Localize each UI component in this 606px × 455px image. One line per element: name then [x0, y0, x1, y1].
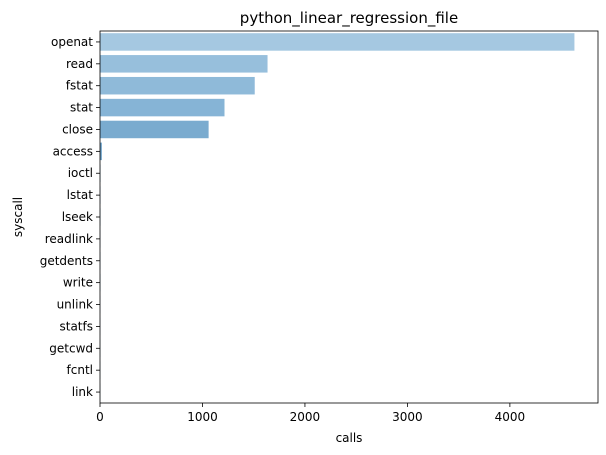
y-tick-label: unlink [57, 298, 93, 312]
y-tick-label: getdents [40, 254, 93, 268]
y-tick-label: write [63, 276, 93, 290]
bar-fstat [100, 76, 255, 95]
x-tick-label: 4000 [495, 410, 526, 424]
y-tick-label: readlink [45, 232, 93, 246]
bar-read [100, 55, 268, 73]
y-tick-label: statfs [60, 319, 94, 333]
bar-stat [100, 98, 225, 117]
y-tick-label: link [72, 385, 93, 399]
x-tick-label: 0 [96, 410, 104, 424]
y-tick-label: lseek [62, 210, 93, 224]
chart-title: python_linear_regression_file [240, 9, 458, 28]
plot-frame [99, 30, 599, 404]
x-axis-label: calls [336, 431, 363, 445]
y-tick-label: read [66, 57, 93, 71]
y-axis-ticks: openat read fstat stat close access ioctl lstat… [40, 35, 100, 399]
y-tick-label: access [53, 144, 93, 158]
y-tick-label: openat [51, 35, 93, 49]
y-tick-label: lstat [67, 188, 94, 202]
y-axis-label: syscall [11, 197, 25, 237]
y-tick-label: stat [70, 101, 93, 115]
x-tick-label: 1000 [187, 410, 218, 424]
bars-group [100, 33, 575, 401]
bar-close [100, 120, 209, 139]
x-axis-ticks: 0 1000 2000 3000 4000 [96, 403, 525, 424]
y-tick-label: getcwd [49, 341, 93, 355]
y-tick-label: fcntl [67, 363, 93, 377]
y-tick-label: ioctl [68, 166, 93, 180]
y-tick-label: fstat [66, 79, 94, 93]
y-tick-label: close [62, 122, 93, 136]
bar-access [100, 142, 102, 161]
x-tick-label: 2000 [290, 410, 321, 424]
bar-openat [100, 33, 575, 51]
x-tick-label: 3000 [392, 410, 423, 424]
